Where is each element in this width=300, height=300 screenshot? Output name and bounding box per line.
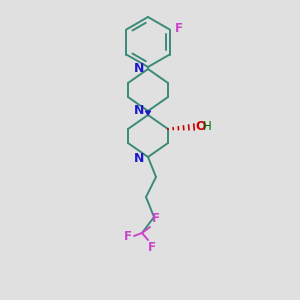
Text: F: F <box>175 22 183 35</box>
Text: N: N <box>134 61 144 74</box>
Text: O: O <box>195 121 206 134</box>
Text: N: N <box>134 152 144 164</box>
Text: H: H <box>203 121 212 134</box>
Polygon shape <box>146 111 151 115</box>
Text: F: F <box>148 241 156 254</box>
Text: N: N <box>134 103 144 116</box>
Text: F: F <box>152 212 160 225</box>
Text: F: F <box>124 230 132 244</box>
